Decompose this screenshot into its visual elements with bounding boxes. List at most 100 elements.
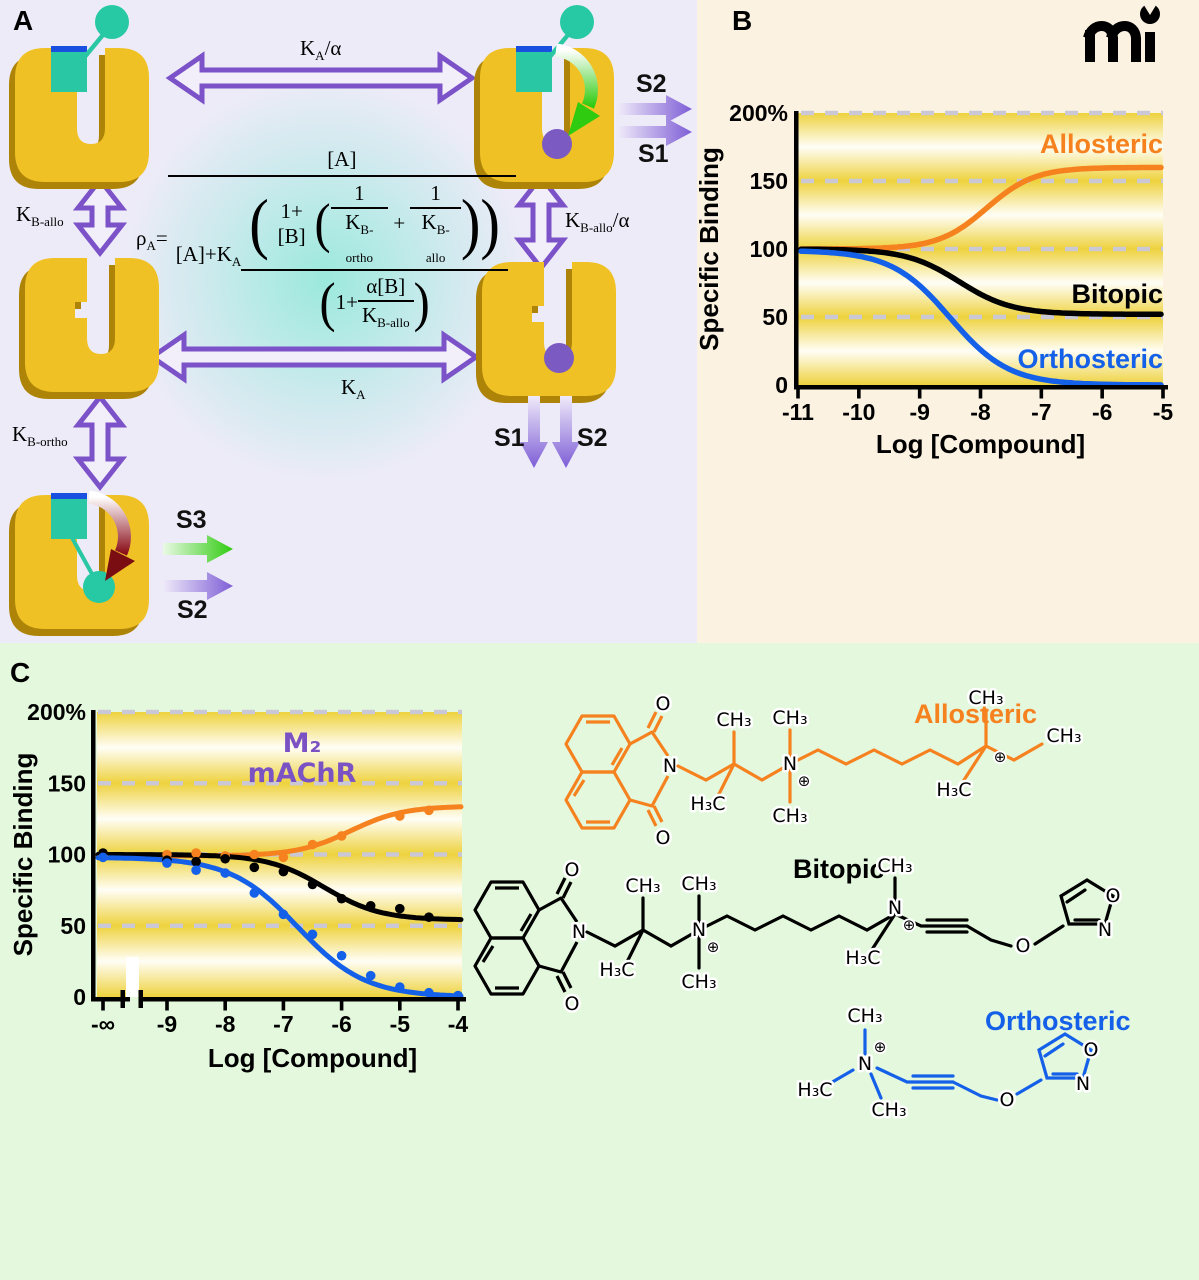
chart-b-x-tick <box>917 389 922 399</box>
chart-c-point-bitopic <box>278 866 289 877</box>
chart-c-point-orthosteric <box>162 858 172 868</box>
svg-text:N: N <box>858 1053 872 1075</box>
chart-b-series-label-allosteric: Allosteric <box>1040 129 1163 159</box>
chart-c-point-orthosteric <box>220 868 230 878</box>
svg-text:O: O <box>1084 1039 1099 1061</box>
allosteric-compound-structure: N O O CH₃ H₃C N ⊕ CH₃ CH₃ CH₃ ⊕ H₃C CH₃ <box>564 685 1084 852</box>
panel-c-label: C <box>10 657 31 688</box>
chart-c-point-bitopic <box>307 879 318 890</box>
receptor-allosteric-activated-icon <box>9 490 149 636</box>
orthosteric-compound-structure: N ⊕ CH₃ H₃C CH₃ O O N <box>795 1003 1101 1124</box>
chart-b-x-tick-label: -5 <box>1153 399 1174 425</box>
chart-c-point-allosteric <box>191 848 201 858</box>
svg-text:O: O <box>1000 1089 1015 1111</box>
chart-c-curve-allosteric <box>95 804 464 859</box>
chart-c-point-allosteric <box>249 849 260 860</box>
chart-b-series-label-orthosteric: Orthosteric <box>1017 344 1163 374</box>
equilibrium-arrow-ka-alpha <box>165 51 477 105</box>
chart-b-x-tick-label: -9 <box>909 399 929 425</box>
equation-lhs: ρA= <box>136 225 168 253</box>
chart-b-curve-bitopic <box>798 246 1164 317</box>
svg-text:CH₃: CH₃ <box>681 971 716 993</box>
chart-c-point-allosteric <box>424 805 434 816</box>
chart-c-point-orthosteric <box>278 909 289 920</box>
chart-c-point-orthosteric <box>395 982 405 992</box>
signal-arrow-s2-down <box>552 396 580 468</box>
chart-c-x-tick-label: -8 <box>215 1011 236 1037</box>
chart-c-x-tick <box>101 1001 105 1011</box>
chart-b-x-tick <box>1100 389 1104 399</box>
rate-ka-alpha-label: KA/α <box>300 36 342 64</box>
equilibrium-arrow-kb-ortho <box>72 392 128 492</box>
rate-ka-label: KA <box>341 375 366 403</box>
signal-arrow-s2-top <box>618 95 692 123</box>
chart-c-point-orthosteric <box>191 865 201 875</box>
rotation-arrowhead-red <box>105 549 135 581</box>
equation-main-fraction: [A] [A]+KA ( 1+[B] ( 1 KB-ortho + 1 KB- <box>167 146 516 334</box>
chart-c-x-axis-title: Log [Compound] <box>208 1043 417 1073</box>
receptor-allosteric-bound-inactive-icon <box>9 5 149 189</box>
chart-c-point-bitopic <box>395 903 405 914</box>
chart-b-curve-orthosteric <box>798 248 1164 388</box>
chart-b-series-label-bitopic: Bitopic <box>1072 279 1164 309</box>
chart-c-y-tick-label: 0 <box>73 984 86 1010</box>
equilibrium-arrow-kb-allo <box>72 175 128 258</box>
svg-text:CH₃: CH₃ <box>772 805 807 827</box>
svg-text:⊕: ⊕ <box>707 938 720 956</box>
svg-text:H₃C: H₃C <box>599 959 634 981</box>
svg-text:O: O <box>656 827 671 849</box>
signal-arrow-s3-green <box>163 535 233 563</box>
chart-c-y-axis-title: Specific Binding <box>8 753 38 957</box>
svg-text:H₃C: H₃C <box>936 779 971 801</box>
chart-c-y-tick-label: 100 <box>48 842 86 868</box>
receptor-ternary-active-icon <box>474 5 614 189</box>
signal-s1-top-label: S1 <box>638 140 669 168</box>
signal-s2-bottom-label: S2 <box>177 596 208 624</box>
chart-b-x-tick-label: -11 <box>782 399 814 425</box>
chart-b-y-axis-title: Specific Binding <box>694 147 724 351</box>
rate-kb-ortho-label: KB-ortho <box>12 422 68 450</box>
operational-model-equation: ρA= [A] [A]+KA ( 1+[B] ( 1 KB-ortho + <box>136 146 516 334</box>
svg-text:⊕: ⊕ <box>874 1038 887 1056</box>
chart-b-y-tick-label: 100 <box>750 236 788 262</box>
receptor-scheme-graphic <box>9 5 692 636</box>
svg-text:N: N <box>572 921 586 943</box>
svg-text:CH₃: CH₃ <box>968 687 1003 709</box>
chart-c-x-tick-label: -6 <box>331 1011 351 1037</box>
chart-c-break-bar <box>138 990 143 1008</box>
receptor-orthosteric-bound-icon <box>476 262 616 403</box>
signal-arrow-s1-top <box>618 118 692 146</box>
chart-b-x-tick-label: -7 <box>1031 399 1051 425</box>
svg-text:O: O <box>565 859 580 881</box>
chart-b-x-tick <box>1039 389 1044 399</box>
rate-kb-allo-label: KB-allo <box>16 202 64 230</box>
chart-c-x-tick-label: -9 <box>157 1011 177 1037</box>
chart-c-break-bar <box>120 990 125 1008</box>
chart-b-y-tick-label: 200% <box>729 100 788 126</box>
svg-text:N: N <box>1076 1073 1090 1095</box>
chart-b-x-axis-title: Log [Compound] <box>876 429 1085 459</box>
chart-c-point-orthosteric <box>336 950 347 961</box>
chart-c-point-allosteric <box>307 839 318 850</box>
chart-c-x-tick <box>339 1001 344 1011</box>
svg-text:N: N <box>692 919 706 941</box>
svg-text:CH₃: CH₃ <box>871 1099 906 1121</box>
chart-c-x-axis-right <box>140 997 466 1002</box>
chart-b-x-tick <box>796 389 800 399</box>
chart-c-point-orthosteric <box>424 987 434 998</box>
chart-c-point-bitopic <box>249 862 260 873</box>
bitopic-compound-structure: N O O O O N CH₃ H₃C N ⊕ <box>473 853 1123 1018</box>
svg-text:⊕: ⊕ <box>903 916 916 934</box>
chart-b-x-tick <box>978 389 983 399</box>
chart-c-point-bitopic <box>191 856 201 867</box>
svg-text:N: N <box>1098 919 1112 941</box>
signal-arrow-s2-bottom <box>163 572 233 600</box>
equation-den-prefix: [A]+KA <box>175 242 242 270</box>
panel-b-label: B <box>732 5 753 36</box>
svg-text:CH₃: CH₃ <box>772 707 807 729</box>
svg-text:H₃C: H₃C <box>797 1079 832 1101</box>
chart-b-y-tick-label: 0 <box>775 372 788 398</box>
chart-c-point-orthosteric <box>307 929 318 940</box>
svg-text:CH₃: CH₃ <box>625 875 660 897</box>
